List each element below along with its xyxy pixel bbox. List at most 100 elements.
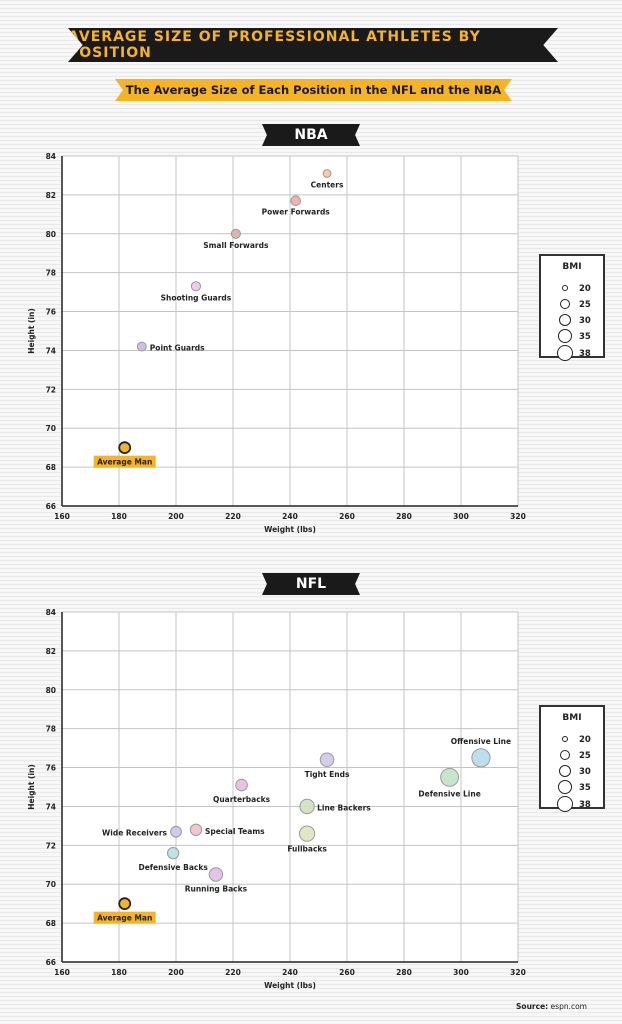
data-point bbox=[290, 195, 302, 207]
data-label: Offensive Line bbox=[451, 737, 511, 746]
data-point bbox=[189, 823, 203, 836]
bmi-20-circle-icon bbox=[562, 285, 568, 291]
legend-row: 25 bbox=[549, 749, 601, 765]
data-label: Average Man bbox=[97, 458, 152, 467]
legend-label: 25 bbox=[579, 751, 591, 761]
bmi-20-circle-icon bbox=[562, 736, 568, 742]
data-label: Running Backs bbox=[185, 885, 248, 894]
legend-label: 38 bbox=[579, 349, 591, 359]
x-tick-label: 260 bbox=[339, 512, 355, 521]
data-label: Shooting Guards bbox=[161, 293, 232, 302]
bmi-35-circle-icon bbox=[558, 780, 572, 794]
x-tick-label: 320 bbox=[510, 968, 526, 977]
x-tick-label: 240 bbox=[282, 512, 298, 521]
y-tick-label: 66 bbox=[46, 958, 56, 967]
legend-row: 30 bbox=[549, 765, 601, 781]
data-label: Power Forwards bbox=[262, 208, 331, 217]
legend-label: 20 bbox=[579, 284, 591, 294]
legend-row: 35 bbox=[549, 329, 601, 346]
x-tick-label: 160 bbox=[54, 512, 70, 521]
data-point bbox=[118, 441, 132, 455]
data-point bbox=[299, 798, 315, 815]
y-tick-label: 78 bbox=[46, 269, 56, 278]
x-tick-label: 200 bbox=[168, 512, 184, 521]
data-label: Small Forwards bbox=[203, 241, 269, 250]
y-tick-label: 68 bbox=[46, 463, 56, 472]
x-tick-label: 220 bbox=[225, 968, 241, 977]
y-axis-label: Height (in) bbox=[27, 764, 36, 810]
legend-row: 38 bbox=[549, 345, 601, 363]
data-point bbox=[118, 897, 132, 911]
bmi-38-circle-icon bbox=[557, 796, 573, 812]
y-tick-label: 76 bbox=[46, 308, 56, 317]
data-point bbox=[208, 867, 224, 882]
source-label: Source: bbox=[516, 1002, 549, 1011]
x-tick-label: 320 bbox=[510, 512, 526, 521]
y-tick-label: 82 bbox=[46, 191, 56, 200]
legend-title: BMI bbox=[562, 262, 582, 272]
data-point bbox=[440, 767, 460, 787]
y-tick-label: 66 bbox=[46, 502, 56, 511]
data-label: Wide Receivers bbox=[102, 829, 168, 838]
y-tick-label: 68 bbox=[46, 919, 56, 928]
x-tick-label: 280 bbox=[396, 512, 412, 521]
infographic-subtitle: The Average Size of Each Position in the… bbox=[115, 79, 512, 101]
y-axis-label: Height (in) bbox=[27, 308, 36, 354]
y-tick-label: 84 bbox=[46, 608, 56, 617]
data-label: Point Guards bbox=[150, 344, 205, 353]
y-tick-label: 70 bbox=[46, 880, 56, 889]
data-label: Average Man bbox=[97, 914, 152, 923]
data-label: Centers bbox=[311, 181, 344, 190]
data-point bbox=[322, 169, 332, 178]
bmi-25-circle-icon bbox=[560, 299, 570, 309]
legend-label: 38 bbox=[579, 800, 591, 810]
bmi-30-circle-icon bbox=[559, 765, 571, 777]
x-tick-label: 300 bbox=[453, 968, 469, 977]
data-label: Tight Ends bbox=[305, 770, 350, 779]
data-point bbox=[136, 341, 147, 352]
y-tick-label: 76 bbox=[46, 764, 56, 773]
y-tick-label: 72 bbox=[46, 385, 56, 394]
y-tick-label: 80 bbox=[46, 686, 56, 695]
legend-row: 38 bbox=[549, 796, 601, 814]
nfl-section-title: NFL bbox=[262, 573, 360, 595]
y-tick-label: 82 bbox=[46, 647, 56, 656]
x-tick-label: 180 bbox=[111, 968, 127, 977]
data-point bbox=[190, 281, 202, 292]
x-tick-label: 300 bbox=[453, 512, 469, 521]
nba-section-title: NBA bbox=[262, 124, 360, 146]
data-label: Quarterbacks bbox=[213, 795, 271, 804]
x-tick-label: 180 bbox=[111, 512, 127, 521]
legend-row: 30 bbox=[549, 314, 601, 330]
legend-label: 30 bbox=[579, 316, 591, 326]
source-value: espn.com bbox=[550, 1002, 587, 1011]
legend-row: 20 bbox=[549, 282, 601, 298]
y-tick-label: 80 bbox=[46, 230, 56, 239]
legend-title: BMI bbox=[562, 713, 582, 723]
legend-label: 35 bbox=[579, 783, 591, 793]
average-man-label-bg bbox=[93, 911, 156, 924]
x-tick-label: 200 bbox=[168, 968, 184, 977]
y-tick-label: 74 bbox=[46, 346, 56, 355]
data-point bbox=[235, 778, 248, 792]
nba-bmi-legend: BMI 20 25 30 35 38 bbox=[539, 254, 605, 361]
bmi-25-circle-icon bbox=[560, 750, 570, 760]
x-tick-label: 240 bbox=[282, 968, 298, 977]
y-tick-label: 70 bbox=[46, 424, 56, 433]
nba-scatter-chart: 160 180 200 220 240 260 280 300 320 66 68 70 72 74 76 7… bbox=[27, 152, 526, 534]
legend-label: 20 bbox=[579, 735, 591, 745]
data-point bbox=[319, 752, 335, 768]
bmi-30-circle-icon bbox=[559, 314, 571, 326]
data-label: Defensive Backs bbox=[138, 863, 208, 872]
x-axis-label: Weight (lbs) bbox=[264, 981, 316, 990]
source-credit: Source: espn.com bbox=[516, 1002, 587, 1011]
infographic-title: AVERAGE SIZE OF PROFESSIONAL ATHLETES BY… bbox=[68, 28, 558, 62]
bmi-38-circle-icon bbox=[557, 345, 573, 361]
data-label: Special Teams bbox=[205, 827, 265, 836]
x-tick-label: 280 bbox=[396, 968, 412, 977]
data-point bbox=[170, 825, 182, 838]
bmi-35-circle-icon bbox=[558, 329, 572, 343]
data-label: Line Backers bbox=[317, 803, 371, 812]
legend-label: 30 bbox=[579, 767, 591, 777]
legend-label: 35 bbox=[579, 332, 591, 342]
